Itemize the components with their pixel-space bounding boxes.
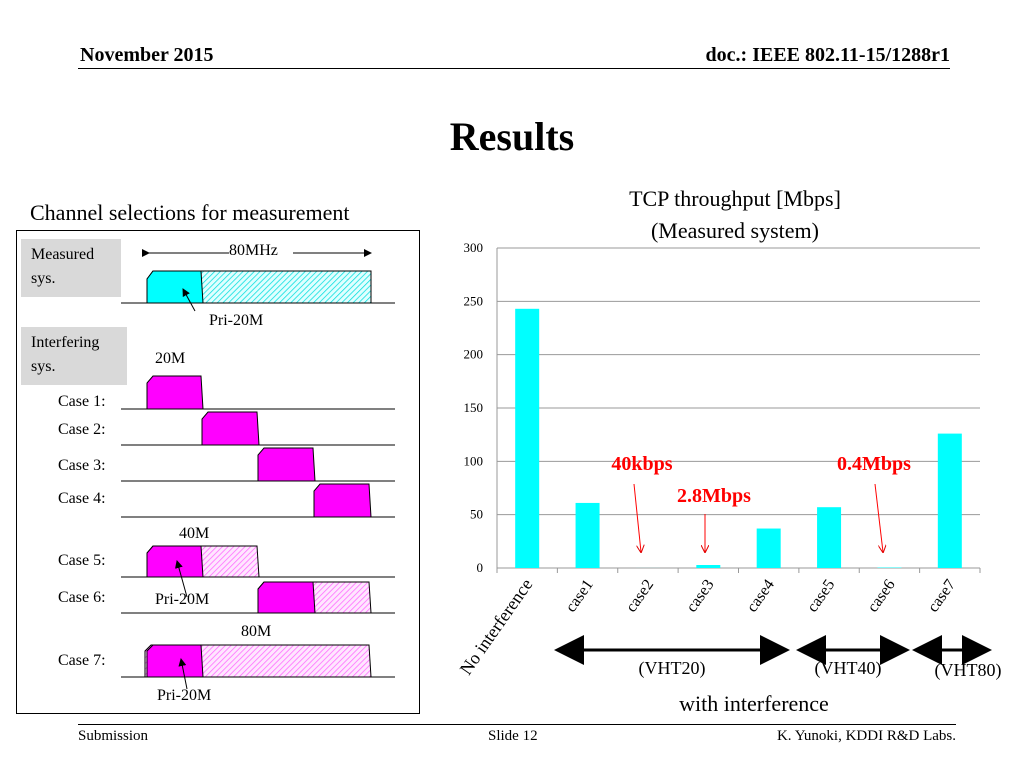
pri-pointer-arrow	[182, 288, 196, 312]
slide-title: Results	[449, 114, 575, 159]
bar	[696, 565, 721, 568]
annotation-label: 0.4Mbps	[837, 453, 911, 475]
x-category-label: case2	[623, 577, 657, 616]
case-label: Case 4:	[58, 490, 106, 507]
span-label-bg	[229, 244, 293, 262]
footer-left: Submission	[78, 728, 149, 744]
case-label: Case 1:	[58, 393, 106, 410]
bw-40m-label: 40M	[179, 525, 210, 542]
chart-title-line2: (Measured system)	[650, 218, 819, 243]
header-divider	[78, 68, 950, 69]
case7-primary	[146, 644, 204, 678]
y-tick-label: 150	[464, 400, 484, 415]
channel-panel: Measured sys. Interfering sys. 80MHz Pri…	[16, 230, 420, 714]
bar	[575, 502, 600, 568]
case5-pri-arrow	[175, 560, 188, 598]
channel-diagram	[121, 244, 395, 690]
chart-title: TCP throughput [Mbps] (Measured system)	[560, 183, 910, 247]
case-label: Case 3:	[58, 457, 106, 474]
header-doc-id: doc.: IEEE 802.11-15/1288r1	[705, 44, 950, 66]
y-tick-label: 0	[477, 560, 484, 575]
channel-panel-heading: Channel selections for measurement	[30, 200, 350, 225]
group-caption: with interference	[679, 691, 829, 716]
y-tick-label: 50	[470, 507, 483, 522]
bar	[756, 528, 781, 568]
header-date: November 2015	[80, 44, 214, 66]
x-category-label: case1	[563, 577, 597, 616]
bw-20m-label: 20M	[155, 350, 186, 367]
case-label: Case 6:	[58, 589, 106, 606]
y-tick-label: 300	[464, 240, 484, 255]
chart-title-line1: TCP throughput [Mbps]	[629, 186, 841, 211]
case7-pri-20m-label: Pri-20M	[157, 687, 212, 704]
footer-slide-number: Slide 12	[488, 728, 538, 744]
bar	[817, 507, 842, 568]
case6-primary	[257, 581, 316, 614]
measured-sys-label: Measured sys.	[21, 239, 121, 297]
annotation-label: 2.8Mbps	[677, 485, 751, 507]
annotation-arrow	[874, 483, 883, 552]
bar	[515, 308, 540, 568]
case7-pri-arrow	[178, 658, 188, 690]
x-category-label: case7	[925, 577, 959, 616]
pri-20m-label: Pri-20M	[209, 312, 264, 329]
bw-80m-label: 80M	[241, 623, 272, 640]
case-label: Case 5:	[58, 552, 106, 569]
x-category-label: case5	[804, 577, 838, 616]
group-label: (VHT20)	[639, 658, 706, 679]
case4-interferer-20mhz	[313, 483, 372, 518]
x-category-label: case4	[744, 577, 778, 616]
case5-pri-20m-label: Pri-20M	[155, 591, 210, 608]
case-label: Case 2:	[58, 421, 106, 438]
x-category-label: case6	[864, 577, 898, 616]
case-label: Case 7:	[58, 652, 106, 669]
case2-interferer-20mhz	[201, 411, 260, 446]
y-tick-label: 100	[464, 453, 484, 468]
bandwidth-80mhz-label: 80MHz	[229, 242, 278, 259]
footer-author: K. Yunoki, KDDI R&D Labs.	[776, 728, 956, 744]
y-tick-label: 250	[464, 293, 484, 308]
x-category-label: No interference	[456, 575, 537, 679]
bar	[937, 433, 962, 568]
annotation-label: 40kbps	[611, 453, 672, 475]
group-label: (VHT40)	[815, 658, 882, 679]
case3-interferer-20mhz	[257, 447, 316, 482]
x-category-label: case3	[683, 577, 717, 616]
interfering-sys-label: Interfering sys.	[21, 327, 127, 385]
case1-interferer-20mhz	[146, 375, 204, 410]
group-label: (VHT80)	[935, 660, 1002, 681]
y-tick-label: 200	[464, 347, 484, 362]
annotation-arrow	[633, 483, 641, 552]
footer-divider	[78, 724, 956, 725]
case5-primary	[146, 545, 204, 578]
